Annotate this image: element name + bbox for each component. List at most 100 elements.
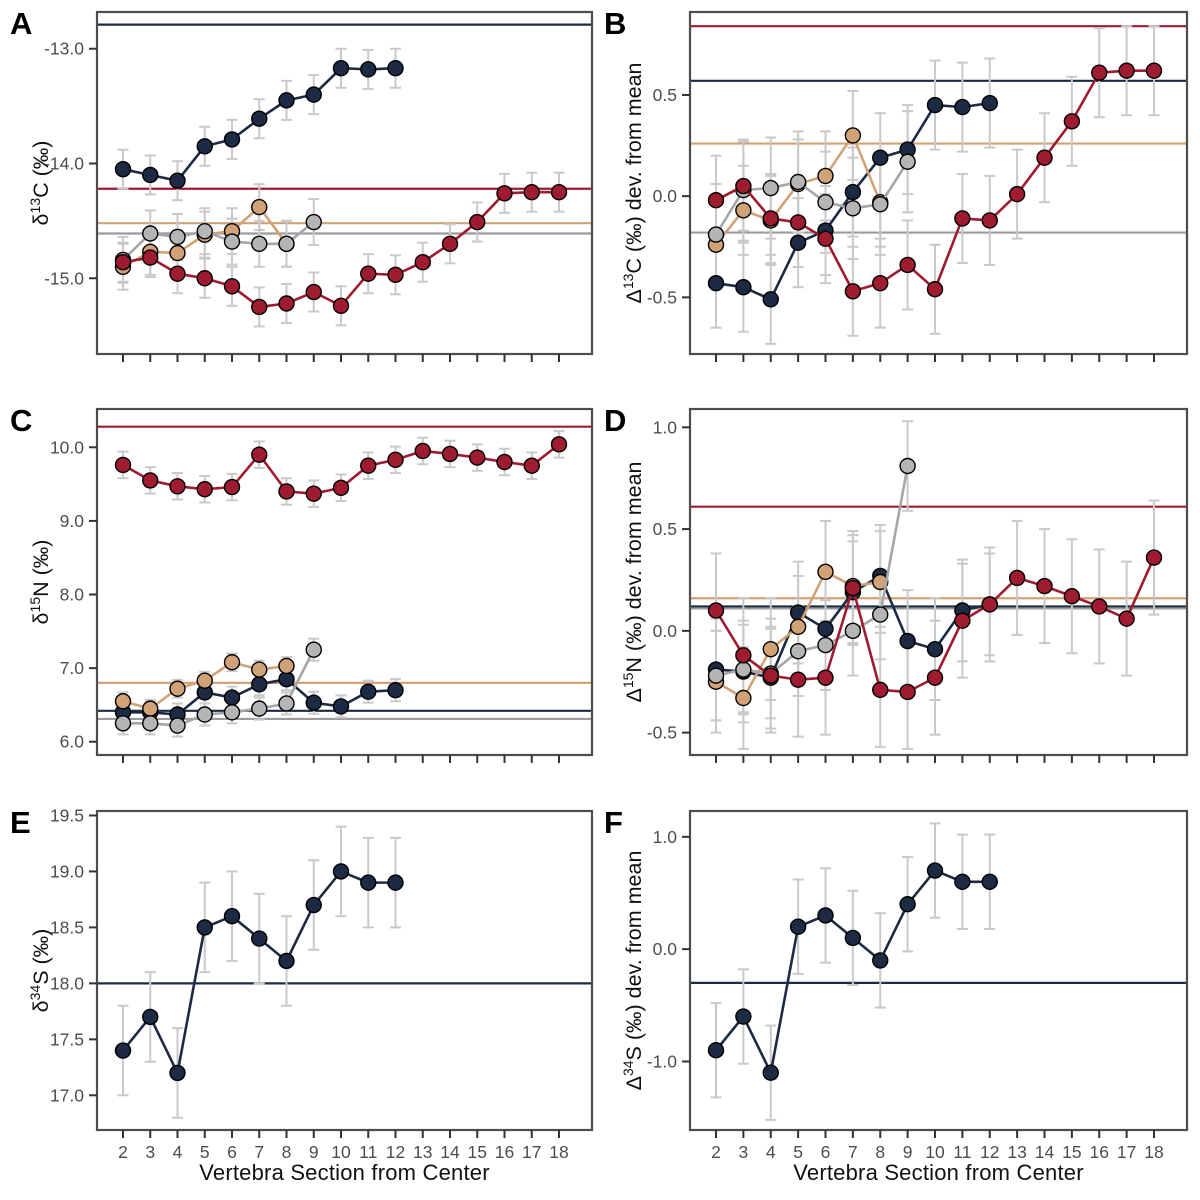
x-tick-label: 6: [227, 1142, 237, 1162]
data-point-red: [441, 445, 459, 463]
x-tick-label: 8: [875, 1142, 885, 1162]
panel-letter-A: A: [10, 6, 32, 41]
data-point-tan: [114, 693, 132, 710]
x-tick-label: 4: [766, 1142, 776, 1162]
data-point-gray: [169, 228, 186, 246]
data-point-navy: [305, 86, 322, 103]
y-axis-title: δ13C (‰): [27, 141, 53, 226]
data-point-red: [954, 210, 971, 227]
data-point-gray: [305, 213, 322, 231]
data-point-tan: [196, 672, 213, 689]
data-point-tan: [251, 661, 268, 678]
data-point-gray: [872, 196, 889, 213]
data-point-gray: [251, 700, 268, 717]
data-point-navy: [707, 1042, 725, 1059]
y-axis-title: δ34S (‰): [27, 929, 53, 1013]
y-tick-label: 6.0: [60, 732, 85, 752]
data-point-red: [1008, 569, 1026, 587]
data-point-red: [735, 177, 752, 195]
data-point-navy: [305, 694, 322, 711]
x-tick-label: 6: [821, 1142, 831, 1162]
data-point-tan: [872, 573, 889, 591]
series-navy: [707, 862, 998, 1081]
y-tick-label: 19.5: [50, 805, 84, 825]
x-tick-label: 14: [440, 1142, 460, 1162]
data-point-gray: [899, 457, 916, 475]
y-tick-label: -0.5: [647, 287, 677, 307]
data-point-tan: [278, 657, 295, 675]
data-point-navy: [844, 929, 862, 947]
data-point-red: [278, 483, 295, 500]
x-tick-label: 9: [903, 1142, 913, 1162]
data-point-gray: [844, 622, 862, 640]
data-point-navy: [196, 138, 213, 155]
data-point-navy: [789, 234, 807, 251]
y-tick-label: 9.0: [60, 511, 85, 531]
data-point-tan: [169, 244, 186, 262]
data-point-red: [251, 446, 268, 463]
data-point-navy: [223, 689, 241, 706]
x-tick-label: 12: [386, 1142, 405, 1162]
data-point-tan: [817, 563, 834, 581]
data-point-navy: [707, 274, 725, 292]
series-red: [707, 549, 1163, 701]
data-point-navy: [899, 896, 916, 913]
data-point-red: [387, 451, 404, 468]
data-point-tan: [169, 680, 186, 697]
data-point-gray: [251, 235, 268, 253]
y-axis-title: Δ15N (‰) dev. from mean: [620, 461, 646, 702]
data-point-red: [523, 457, 540, 474]
series-navy: [114, 60, 404, 189]
data-point-red: [1063, 113, 1081, 130]
data-point-red: [496, 453, 513, 471]
data-point-gray: [196, 223, 213, 240]
data-point-red: [981, 212, 998, 229]
y-tick-label: -15.0: [44, 268, 84, 288]
series-gray: [114, 213, 322, 269]
data-point-navy: [305, 896, 322, 914]
x-tick-label: 14: [1035, 1142, 1055, 1162]
panel-A: -13.0 -14.0 -15.0 δ13C (‰) A: [10, 6, 594, 362]
series-tan: [114, 654, 295, 717]
data-point-red: [899, 256, 916, 274]
y-tick-label: 8.0: [60, 585, 85, 605]
x-tick-label: 11: [359, 1142, 377, 1162]
data-point-gray: [223, 704, 241, 721]
data-point-red: [332, 297, 350, 314]
data-point-red: [872, 274, 889, 292]
x-tick-label: 16: [1090, 1142, 1109, 1162]
data-point-navy: [954, 98, 971, 116]
panel-F: 1.0 0.0 -1.0 2 3 4 5 6 7 8 9 10 11 12 13 14 15 16 17 18 Δ34S…: [604, 805, 1189, 1162]
data-point-gray: [817, 194, 834, 211]
y-tick-label: 7.0: [60, 658, 85, 678]
data-point-tan: [735, 202, 752, 219]
data-point-tan: [223, 654, 241, 671]
y-tick-label: -1.0: [647, 1051, 677, 1071]
data-point-navy: [251, 110, 268, 127]
data-point-gray: [789, 643, 807, 660]
data-point-red: [251, 298, 268, 316]
x-tick-label: 10: [925, 1142, 945, 1162]
data-point-red: [707, 192, 725, 209]
data-point-red: [1091, 64, 1108, 81]
data-point-navy: [899, 632, 916, 650]
data-point-red: [469, 449, 486, 466]
data-point-red: [278, 295, 295, 312]
data-point-red: [817, 230, 834, 247]
data-point-red: [387, 266, 404, 284]
data-point-red: [789, 214, 807, 231]
data-point-tan: [762, 640, 779, 658]
series-gray: [707, 153, 916, 243]
data-point-navy: [332, 863, 350, 880]
panel-border: [688, 10, 1189, 356]
x-tick-label: 17: [1117, 1142, 1136, 1162]
data-point-gray: [223, 233, 241, 250]
data-point-red: [817, 669, 834, 686]
x-tick-label: 13: [1007, 1142, 1026, 1162]
data-point-navy: [278, 92, 295, 109]
series-gray: [114, 641, 322, 734]
x-tick-label: 18: [1144, 1142, 1163, 1162]
panel-C: 10.0 9.0 8.0 7.0 6.0 δ15N (‰) C: [10, 403, 594, 763]
series-red: [707, 62, 1163, 300]
